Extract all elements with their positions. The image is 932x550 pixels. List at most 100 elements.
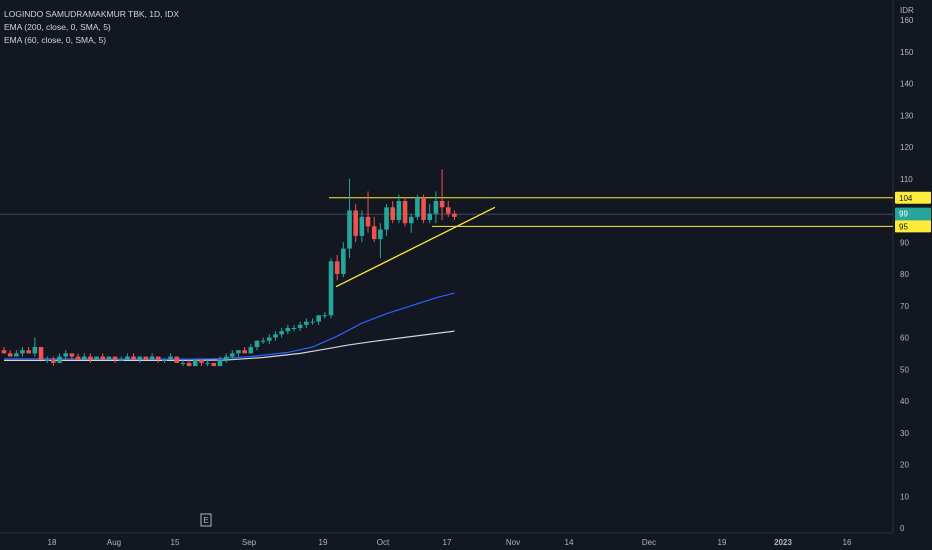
y-tick-label: 70: [900, 302, 909, 311]
legend: LOGINDO SAMUDRAMAKMUR TBK, 1D, IDX EMA (…: [4, 8, 179, 47]
ema60-legend[interactable]: EMA (60, close, 0, SMA, 5): [4, 35, 107, 45]
candle-body[interactable]: [322, 315, 328, 317]
candle-body[interactable]: [402, 200, 408, 224]
candle-body[interactable]: [415, 197, 420, 217]
candle-body[interactable]: [427, 213, 433, 221]
candle-body[interactable]: [396, 200, 402, 221]
resistance-badge-bg: [895, 191, 931, 204]
candle-body[interactable]: [359, 216, 365, 236]
candle-body[interactable]: [248, 347, 254, 354]
candle-body[interactable]: [341, 248, 346, 274]
x-tick-label: 2023: [774, 538, 792, 547]
candle-body[interactable]: [143, 356, 149, 360]
ema200-line[interactable]: [4, 330, 455, 361]
candle-body[interactable]: [57, 356, 62, 363]
candle-body[interactable]: [260, 340, 266, 342]
candle-body[interactable]: [20, 350, 25, 354]
candle-body[interactable]: [365, 216, 371, 227]
candle-body[interactable]: [75, 356, 81, 360]
support-badge-bg: [895, 220, 931, 233]
y-tick-label: 0: [900, 524, 905, 533]
y-tick-label: 80: [900, 270, 909, 279]
candle-body[interactable]: [217, 359, 223, 367]
y-tick-label: 90: [900, 238, 909, 247]
candle-body[interactable]: [384, 207, 389, 230]
candle-body[interactable]: [353, 210, 358, 236]
candle-body[interactable]: [254, 340, 260, 348]
candle-body[interactable]: [44, 359, 50, 361]
candle-body[interactable]: [211, 362, 217, 367]
candle-body[interactable]: [69, 353, 75, 357]
candle-body[interactable]: [229, 353, 235, 357]
candle-body[interactable]: [328, 261, 334, 316]
candle-body[interactable]: [1, 350, 7, 354]
candle-body[interactable]: [168, 356, 173, 360]
candle-body[interactable]: [14, 353, 19, 357]
candle-body[interactable]: [285, 327, 291, 332]
candle-body[interactable]: [112, 356, 118, 360]
y-tick-label: 30: [900, 429, 909, 438]
x-tick-label: Nov: [506, 538, 520, 547]
candle-body[interactable]: [199, 359, 204, 363]
candle-body[interactable]: [7, 353, 13, 357]
candle-body[interactable]: [347, 210, 352, 249]
candle-body[interactable]: [445, 207, 451, 214]
y-tick-label: 120: [900, 143, 914, 152]
candle-body[interactable]: [236, 350, 241, 354]
candle-body[interactable]: [242, 350, 247, 354]
candle-body[interactable]: [88, 356, 93, 360]
event-marker-label: E: [203, 516, 208, 525]
candle-body[interactable]: [38, 347, 44, 360]
ema200-legend[interactable]: EMA (200, close, 0, SMA, 5): [4, 22, 111, 32]
candle-body[interactable]: [408, 216, 414, 224]
candle-body[interactable]: [106, 356, 112, 360]
candle-body[interactable]: [118, 359, 124, 361]
candle-body[interactable]: [371, 226, 377, 240]
candle-body[interactable]: [304, 321, 309, 325]
candle-body[interactable]: [390, 207, 396, 221]
candle-body[interactable]: [267, 337, 272, 341]
candle-body[interactable]: [421, 197, 426, 221]
candle-body[interactable]: [100, 356, 106, 360]
y-tick-label: 40: [900, 397, 909, 406]
support-badge: 95: [895, 220, 931, 233]
candle-body[interactable]: [291, 327, 297, 329]
candle-body[interactable]: [205, 362, 210, 364]
symbol-title[interactable]: LOGINDO SAMUDRAMAKMUR TBK, 1D, IDX: [4, 9, 180, 19]
candle-body[interactable]: [26, 350, 31, 354]
candle-body[interactable]: [192, 359, 198, 367]
candle-body[interactable]: [174, 356, 180, 363]
support-badge-text: 95: [899, 222, 908, 231]
candle-body[interactable]: [32, 347, 38, 354]
candle-body[interactable]: [51, 359, 56, 363]
candle-body[interactable]: [310, 321, 315, 323]
candle-body[interactable]: [162, 359, 167, 361]
x-tick-label: 17: [443, 538, 452, 547]
candle-body[interactable]: [155, 356, 161, 360]
candle-body[interactable]: [149, 356, 155, 360]
candle-body[interactable]: [334, 261, 340, 274]
candle-body[interactable]: [94, 356, 99, 360]
candle-body[interactable]: [316, 315, 321, 322]
candle-body[interactable]: [433, 200, 439, 214]
candle-body[interactable]: [81, 356, 87, 360]
candle-body[interactable]: [180, 362, 186, 364]
trendline[interactable]: [335, 206, 496, 288]
candle-body[interactable]: [439, 200, 445, 208]
candle-body[interactable]: [223, 356, 229, 360]
x-tick-label: Oct: [377, 538, 390, 547]
candle-body[interactable]: [131, 356, 136, 360]
candle-body[interactable]: [452, 213, 457, 217]
candle-body[interactable]: [63, 353, 68, 357]
candle-body[interactable]: [273, 334, 278, 338]
candle-body[interactable]: [378, 229, 383, 240]
candle-body[interactable]: [125, 356, 130, 360]
candle-body[interactable]: [137, 356, 143, 360]
candle-body[interactable]: [279, 331, 284, 335]
candle-body[interactable]: [297, 324, 303, 328]
candle-body[interactable]: [186, 362, 192, 367]
event-marker-box[interactable]: [200, 513, 212, 527]
